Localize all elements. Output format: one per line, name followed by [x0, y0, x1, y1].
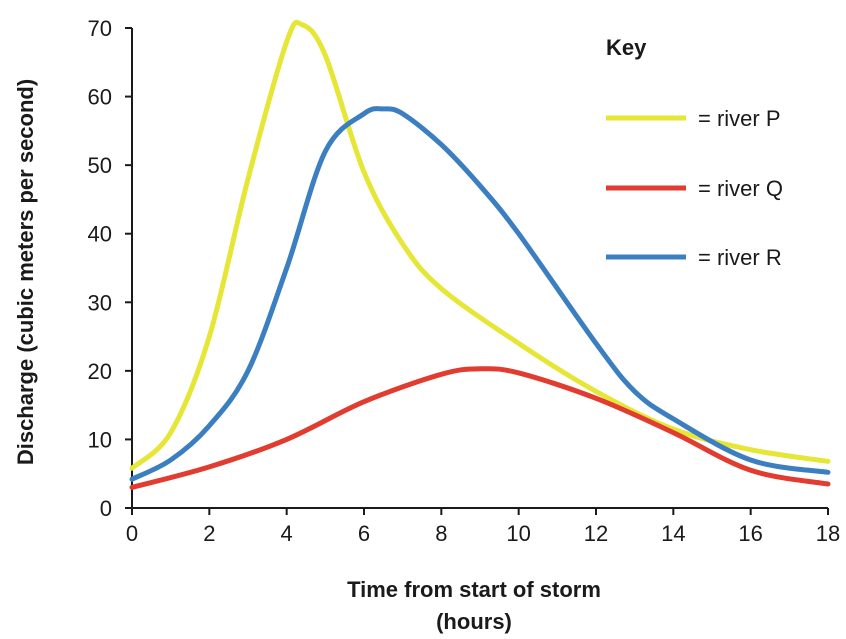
- y-tick-label: 20: [88, 359, 112, 384]
- y-tick-label: 10: [88, 427, 112, 452]
- x-tick-label: 18: [816, 521, 840, 546]
- x-tick-label: 12: [584, 521, 608, 546]
- x-axis-title: Time from start of storm: [347, 577, 601, 602]
- series-line-river-q: [129, 366, 831, 490]
- y-tick-label: 60: [88, 85, 112, 110]
- series-lines: [129, 19, 831, 490]
- legend-label-river-q: = river Q: [698, 176, 783, 201]
- x-tick-label: 14: [661, 521, 685, 546]
- ticks: 0 10 20 30 40 50 60 70 0 2 4 6 8 10 12 14 16 18: [88, 16, 841, 546]
- legend-label-river-r: = river R: [698, 245, 782, 270]
- y-tick-label: 70: [88, 16, 112, 41]
- x-axis-unit: (hours): [436, 609, 512, 634]
- y-tick-label: 40: [88, 222, 112, 247]
- legend-title: Key: [606, 35, 647, 60]
- y-axis-title: Discharge (cubic meters per second): [13, 79, 38, 465]
- x-tick-label: 10: [506, 521, 530, 546]
- x-tick-label: 6: [358, 521, 370, 546]
- axes: [131, 28, 828, 509]
- x-tick-label: 0: [126, 521, 138, 546]
- legend-label-river-p: = river P: [698, 106, 781, 131]
- x-tick-label: 4: [281, 521, 293, 546]
- series-line-river-r: [129, 106, 831, 482]
- legend: Key = river P = river Q = river R: [606, 35, 783, 270]
- y-tick-label: 0: [100, 496, 112, 521]
- y-tick-label: 30: [88, 290, 112, 315]
- x-tick-label: 2: [203, 521, 215, 546]
- x-tick-label: 16: [738, 521, 762, 546]
- y-tick-label: 50: [88, 153, 112, 178]
- x-tick-label: 8: [435, 521, 447, 546]
